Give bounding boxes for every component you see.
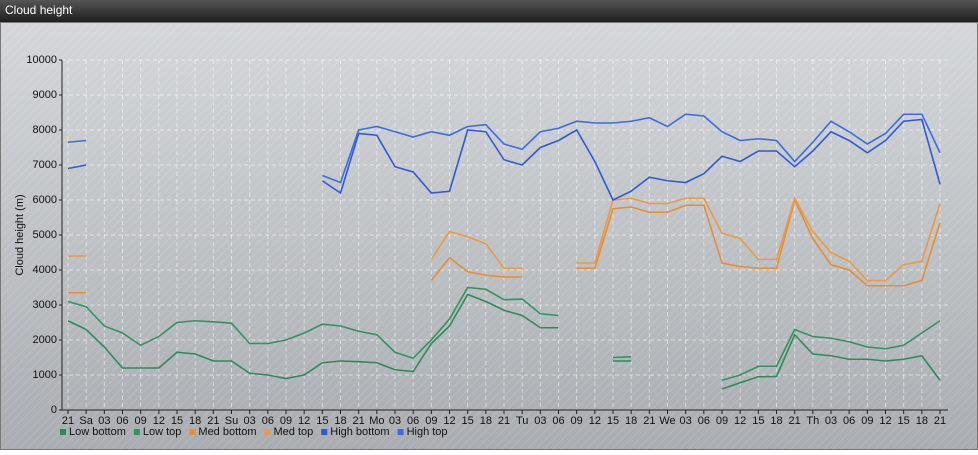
x-tick-label: 18 bbox=[770, 415, 782, 427]
x-tick-label: 03 bbox=[825, 415, 837, 427]
x-tick-label: 09 bbox=[716, 415, 728, 427]
y-tick-label: 4000 bbox=[33, 264, 57, 276]
y-tick-label: 1000 bbox=[33, 369, 57, 381]
y-tick-label: 5000 bbox=[33, 229, 57, 241]
legend-swatch[interactable] bbox=[60, 429, 66, 435]
x-tick-label: 09 bbox=[425, 415, 437, 427]
x-tick-label: Su bbox=[225, 415, 238, 427]
y-tick-label: 10000 bbox=[26, 54, 57, 66]
x-tick-label: 15 bbox=[171, 415, 183, 427]
x-tick-label: 09 bbox=[135, 415, 147, 427]
x-tick-label: 18 bbox=[916, 415, 928, 427]
legend-text[interactable]: Low top bbox=[143, 426, 182, 438]
x-tick-label: 21 bbox=[934, 415, 946, 427]
x-tick-label: 12 bbox=[153, 415, 165, 427]
x-tick-label: 18 bbox=[625, 415, 637, 427]
x-tick-label: 18 bbox=[189, 415, 201, 427]
legend-swatch[interactable] bbox=[397, 429, 404, 435]
x-tick-label: 12 bbox=[443, 415, 455, 427]
x-tick-label: 15 bbox=[752, 415, 764, 427]
x-tick-label: 06 bbox=[698, 415, 710, 427]
x-tick-label: 03 bbox=[389, 415, 401, 427]
x-tick-label: 15 bbox=[462, 415, 474, 427]
x-tick-label: 18 bbox=[334, 415, 346, 427]
y-tick-label: 0 bbox=[51, 404, 57, 416]
y-axis-label: Cloud height (m) bbox=[14, 194, 26, 275]
y-tick-label: 6000 bbox=[33, 194, 57, 206]
x-tick-label: 12 bbox=[298, 415, 310, 427]
legend-swatch[interactable] bbox=[321, 429, 328, 435]
x-tick-label: 06 bbox=[407, 415, 419, 427]
x-tick-label: 03 bbox=[534, 415, 546, 427]
x-tick-label: 12 bbox=[589, 415, 601, 427]
x-tick-label: 12 bbox=[879, 415, 891, 427]
series-line bbox=[67, 286, 941, 382]
y-tick-label: 2000 bbox=[33, 334, 57, 346]
x-tick-label: Th bbox=[806, 415, 819, 427]
legend-text[interactable]: High top bbox=[407, 426, 448, 438]
x-tick-label: 21 bbox=[643, 415, 655, 427]
x-tick-label: 03 bbox=[680, 415, 692, 427]
x-tick-label: 03 bbox=[244, 415, 256, 427]
x-tick-label: Mo bbox=[369, 415, 384, 427]
chart-title: Cloud height bbox=[5, 3, 73, 17]
x-tick-label: 15 bbox=[898, 415, 910, 427]
title-bar bbox=[0, 0, 978, 22]
x-tick-label: 15 bbox=[607, 415, 619, 427]
legend-swatch[interactable] bbox=[189, 429, 196, 435]
series-line bbox=[68, 197, 941, 294]
y-tick-label: 9000 bbox=[33, 89, 57, 101]
x-tick-label: 09 bbox=[280, 415, 292, 427]
legend-swatch[interactable] bbox=[264, 429, 271, 435]
legend-text[interactable]: Med bottom bbox=[198, 426, 256, 438]
x-tick-label: 21 bbox=[498, 415, 510, 427]
x-tick-label: 12 bbox=[734, 415, 746, 427]
x-tick-label: Sa bbox=[79, 415, 93, 427]
y-tick-label: 3000 bbox=[33, 299, 57, 311]
x-tick-label: 21 bbox=[789, 415, 801, 427]
series-line bbox=[67, 113, 941, 184]
legend-text[interactable]: Low bottom bbox=[69, 426, 126, 438]
y-tick-label: 7000 bbox=[33, 159, 57, 171]
x-tick-label: 06 bbox=[843, 415, 855, 427]
series-line bbox=[67, 293, 941, 390]
x-tick-label: 03 bbox=[98, 415, 110, 427]
x-tick-label: 09 bbox=[861, 415, 873, 427]
x-tick-label: 21 bbox=[207, 415, 219, 427]
series-line bbox=[67, 118, 941, 202]
x-tick-label: 21 bbox=[353, 415, 365, 427]
x-tick-label: We bbox=[659, 415, 675, 427]
x-tick-label: 15 bbox=[316, 415, 328, 427]
y-tick-label: 8000 bbox=[33, 124, 57, 136]
x-tick-label: 18 bbox=[480, 415, 492, 427]
x-tick-label: 06 bbox=[552, 415, 564, 427]
legend-text[interactable]: Med top bbox=[274, 426, 314, 438]
x-tick-label: Tu bbox=[516, 415, 528, 427]
legend-swatch[interactable] bbox=[133, 429, 140, 435]
x-tick-label: 06 bbox=[262, 415, 274, 427]
series-line bbox=[68, 196, 941, 282]
x-tick-label: 21 bbox=[62, 415, 74, 427]
legend-text[interactable]: High bottom bbox=[330, 426, 389, 438]
x-tick-label: 09 bbox=[571, 415, 583, 427]
x-tick-label: 06 bbox=[116, 415, 128, 427]
